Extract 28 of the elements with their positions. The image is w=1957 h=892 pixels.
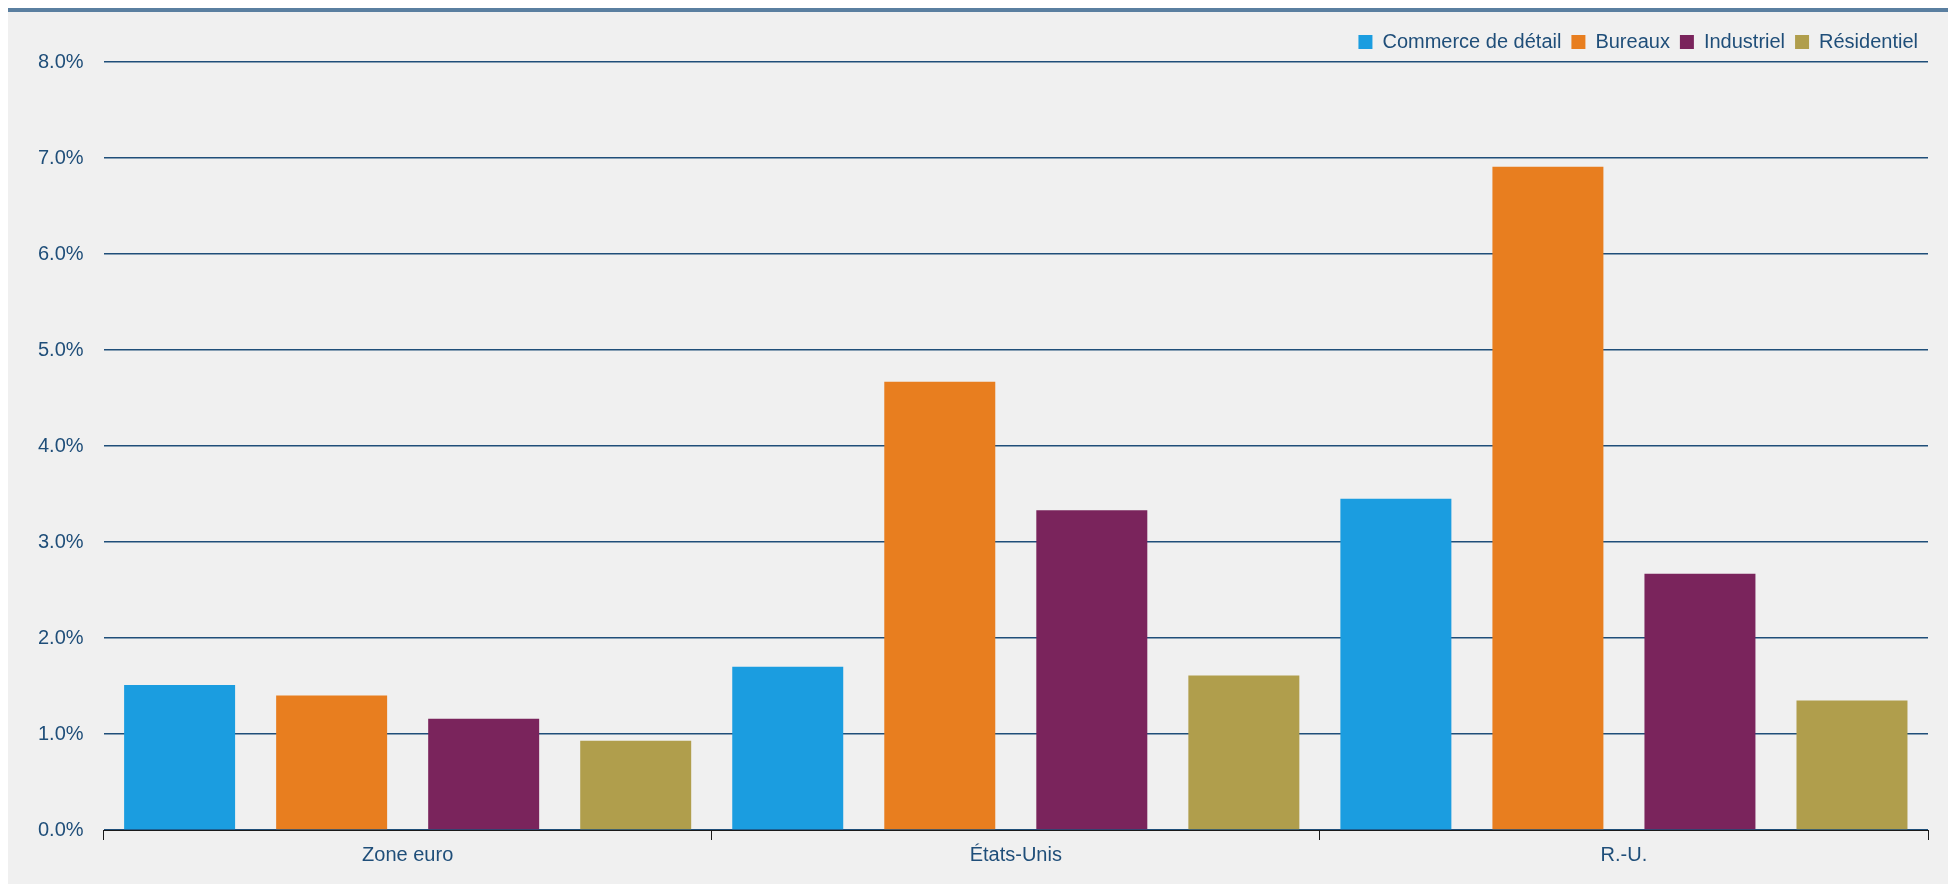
bar (1492, 166, 1604, 830)
bar (1188, 675, 1300, 830)
y-tick-label: 6.0% (37, 241, 84, 264)
bar (1796, 700, 1908, 830)
legend-label: Résidentiel (1819, 29, 1919, 52)
bar (1340, 498, 1452, 830)
bar (1644, 573, 1756, 830)
legend-label: Industriel (1703, 29, 1786, 52)
x-tick-label: Zone euro (362, 842, 454, 865)
bar (276, 695, 388, 830)
bar (124, 685, 236, 830)
legend-label: Bureaux (1595, 29, 1670, 52)
bar (732, 666, 844, 830)
y-tick-label: 8.0% (37, 49, 84, 72)
bar (580, 740, 692, 830)
x-tick-label: États-Unis (969, 842, 1062, 865)
bar (884, 381, 996, 830)
y-tick-label: 0.0% (37, 817, 84, 840)
bar (1036, 510, 1148, 830)
legend-label: Commerce de détail (1382, 29, 1562, 52)
y-tick-label: 1.0% (37, 721, 84, 744)
y-tick-label: 5.0% (37, 337, 84, 360)
y-tick-label: 4.0% (37, 433, 84, 456)
bar (428, 718, 540, 830)
y-tick-label: 3.0% (37, 529, 84, 552)
y-tick-label: 2.0% (37, 625, 84, 648)
x-tick-label: R.-U. (1600, 842, 1648, 865)
y-tick-label: 7.0% (37, 145, 84, 168)
